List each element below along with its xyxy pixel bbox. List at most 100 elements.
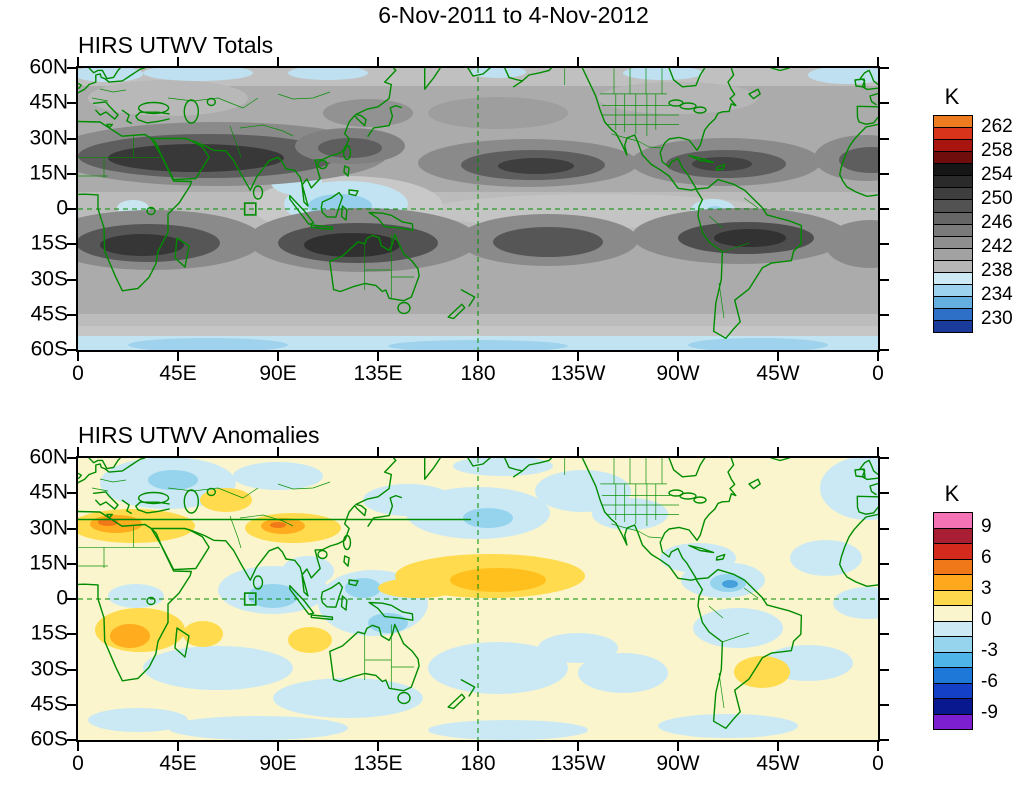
axis-tick-mark — [67, 102, 76, 105]
axis-tick-mark — [77, 447, 79, 456]
map-svg-totals — [78, 68, 878, 350]
axis-tick-mark — [777, 352, 779, 361]
axis-tick-mark — [880, 598, 889, 600]
colorbar-unit-label: K — [944, 481, 960, 506]
axis-tick-mark — [577, 742, 579, 751]
axis-tick-mark — [880, 172, 889, 175]
colorbar-segment — [934, 199, 972, 212]
colorbar-tick-label: 230 — [981, 308, 1013, 329]
colorbar-segment — [934, 682, 972, 698]
lat-tick-label: 0 — [56, 586, 68, 610]
axis-tick-mark — [577, 352, 579, 361]
axis-tick-mark — [880, 102, 889, 105]
colorbar-segment — [934, 139, 972, 152]
colorbar-tick-labels: 9 6 3 0 -3 -6 -9 — [981, 512, 1025, 728]
colorbar-unit-label: K — [944, 84, 960, 109]
panel-title-totals: HIRS UTWV Totals — [78, 32, 274, 58]
colorbar-tick-label: 258 — [981, 139, 1013, 161]
axis-tick-mark — [67, 137, 76, 140]
colorbar-tick-label: 250 — [981, 188, 1013, 209]
lon-tick-label: 135W — [550, 362, 606, 385]
colorbar-tick-label: 9 — [981, 516, 992, 538]
lat-axis-labels: 60N 45N 30N 15N 0 15S 30S 45S 60S — [12, 56, 72, 361]
colorbar-tick-label: 6 — [981, 547, 992, 569]
lat-tick-label: 30N — [29, 516, 68, 540]
axis-tick-mark — [880, 349, 889, 351]
colorbar-tick-label: 254 — [981, 164, 1013, 185]
map-svg-anomalies — [78, 458, 878, 740]
colorbar-segment — [934, 589, 972, 605]
lon-tick-label: 135E — [353, 362, 403, 385]
colorbar-tick-label: -6 — [981, 670, 998, 692]
colorbar-tick-label: 0 — [981, 609, 992, 630]
lon-tick-label: 135W — [550, 752, 606, 775]
lon-tick-label: 0 — [72, 752, 84, 775]
colorbar-tick-labels: 262 258 254 250 246 242 238 234 230 — [981, 115, 1025, 331]
axis-tick-mark — [880, 703, 889, 706]
axis-tick-mark — [477, 447, 479, 456]
colorbar-tick-label: 3 — [981, 578, 992, 600]
lon-tick-label: 90E — [259, 362, 297, 385]
lon-axis-labels: 0 45E 90E 135E 180 135W 90W 45W 0 — [72, 360, 884, 388]
axis-tick-mark — [880, 492, 889, 495]
axis-tick-mark — [177, 352, 179, 361]
lat-tick-label: 30S — [30, 267, 68, 291]
axis-tick-mark — [67, 492, 76, 495]
colorbar-tick-label: 246 — [981, 212, 1013, 233]
axis-tick-mark — [177, 447, 179, 456]
colorbar-anomalies: K 9 6 3 0 -3 -6 -9 — [933, 481, 1027, 731]
axis-tick-mark — [277, 447, 279, 456]
lon-tick-label: 90W — [656, 362, 700, 385]
axis-tick-mark — [277, 57, 279, 66]
axis-tick-mark — [877, 352, 879, 361]
axis-tick-mark — [77, 57, 79, 66]
axis-tick-mark — [67, 67, 76, 69]
lat-tick-label: 15N — [29, 161, 68, 185]
lon-tick-label: 0 — [72, 362, 84, 385]
lat-tick-label: 60N — [29, 55, 68, 79]
axis-tick-mark — [577, 57, 579, 66]
lat-tick-label: 45S — [30, 302, 68, 326]
lon-tick-label: 45W — [756, 752, 800, 775]
axis-tick-mark — [67, 562, 76, 565]
colorbar-tick-label: -3 — [981, 639, 998, 661]
axis-tick-mark — [877, 742, 879, 751]
axis-tick-mark — [877, 447, 879, 456]
lon-tick-label: 0 — [872, 362, 884, 385]
main-title: 6-Nov-2011 to 4-Nov-2012 — [378, 2, 649, 28]
lon-axis-labels: 0 45E 90E 135E 180 135W 90W 45W 0 — [72, 750, 884, 778]
lat-tick-label: 60S — [30, 727, 68, 751]
lon-tick-label: 180 — [460, 752, 496, 775]
axis-tick-mark — [67, 278, 76, 281]
lat-tick-label: 60S — [30, 337, 68, 361]
colorbar-segment — [934, 698, 972, 714]
colorbar-segment — [934, 636, 972, 652]
axis-tick-mark — [67, 598, 76, 600]
axis-tick-mark — [67, 668, 76, 671]
axis-tick-mark — [77, 742, 79, 751]
lon-tick-label: 0 — [872, 752, 884, 775]
axis-tick-mark — [67, 527, 76, 530]
region-box — [243, 592, 257, 606]
axis-tick-mark — [880, 243, 889, 246]
colorbar-segment — [934, 620, 972, 636]
axis-tick-mark — [677, 447, 679, 456]
colorbar-segment — [934, 247, 972, 260]
map-frame-anomalies — [67, 447, 889, 751]
axis-tick-mark — [880, 527, 889, 530]
colorbar-segment — [934, 574, 972, 590]
axis-tick-mark — [880, 668, 889, 671]
colorbar-tick-label: 234 — [981, 284, 1013, 305]
colorbar-segment — [934, 558, 972, 574]
lon-tick-label: 45E — [159, 362, 197, 385]
region-box — [243, 202, 257, 216]
axis-tick-mark — [67, 313, 76, 316]
colorbar-tick-label: -9 — [981, 701, 998, 723]
colorbar-scale — [933, 115, 973, 333]
axis-tick-mark — [880, 137, 889, 140]
axis-tick-mark — [880, 562, 889, 565]
colorbar-segment — [934, 187, 972, 200]
colorbar-segment — [934, 667, 972, 683]
lat-tick-label: 30S — [30, 657, 68, 681]
axis-tick-mark — [777, 742, 779, 751]
